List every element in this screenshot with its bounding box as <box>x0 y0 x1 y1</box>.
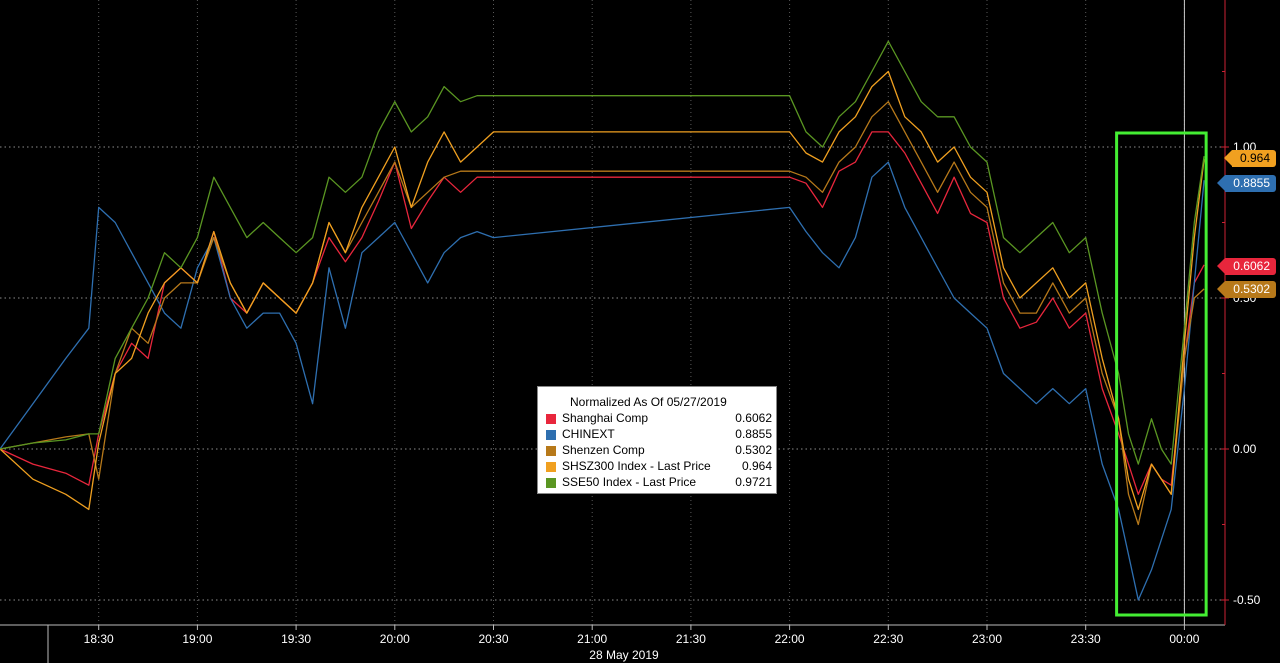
x-tick-label: 21:30 <box>676 632 706 646</box>
x-tick-label: 23:30 <box>1071 632 1101 646</box>
legend-item: SHSZ300 Index - Last Price 0.964 <box>546 459 772 475</box>
last-value-badge: 0.964 <box>1223 150 1276 167</box>
x-tick-label: 20:00 <box>380 632 410 646</box>
legend-item-name: Shenzen Comp <box>562 443 645 457</box>
legend-item-value: 0.6062 <box>735 411 772 425</box>
last-value-badge: 0.8855 <box>1217 175 1276 192</box>
legend-item-value: 0.9721 <box>735 475 772 489</box>
legend-item-name: SHSZ300 Index - Last Price <box>562 459 711 473</box>
x-tick-label: 22:30 <box>873 632 903 646</box>
legend-swatch <box>546 414 556 424</box>
x-axis: 18:30 19:00 19:30 20:00 20:30 21:00 21:30 22:00… <box>0 624 1225 663</box>
x-tick-label: 19:00 <box>182 632 212 646</box>
x-tick-label: 18:30 <box>84 632 114 646</box>
x-tick-label: 20:30 <box>478 632 508 646</box>
legend-item: SSE50 Index - Last Price 0.9721 <box>546 475 772 491</box>
last-value-badge: 0.5302 <box>1217 281 1276 298</box>
x-tick-label: 19:30 <box>281 632 311 646</box>
series-lines <box>0 40 1205 601</box>
legend-item: CHINEXT 0.8855 <box>546 427 772 443</box>
x-tick-label: 23:00 <box>972 632 1002 646</box>
highlight-rectangle <box>1115 131 1208 617</box>
y-axis: 1.000.500.00-0.50 <box>1221 0 1261 625</box>
legend-item: Shenzen Comp 0.5302 <box>546 443 772 459</box>
series-line-sse50-index-last-price <box>0 40 1205 465</box>
highlight-box <box>1115 131 1208 617</box>
legend-item-name: CHINEXT <box>562 427 615 441</box>
legend-item-value: 0.8855 <box>735 427 772 441</box>
legend-swatch <box>546 478 556 488</box>
x-tick-label: 22:00 <box>775 632 805 646</box>
legend-item: Shanghai Comp 0.6062 <box>546 411 772 427</box>
y-tick-label: 0.00 <box>1233 442 1257 456</box>
series-line-shsz300-index-last-price <box>0 70 1205 511</box>
y-tick-label: -0.50 <box>1233 593 1261 607</box>
legend-swatch <box>546 446 556 456</box>
x-tick-label: 21:00 <box>577 632 607 646</box>
legend-item-name: Shanghai Comp <box>562 411 649 425</box>
series-line-chinext <box>0 161 1205 601</box>
x-axis-label: 28 May 2019 <box>589 648 659 662</box>
legend-item-value: 0.5302 <box>735 443 772 457</box>
last-value-badge: 0.6062 <box>1217 258 1276 275</box>
legend-item-value: 0.964 <box>741 459 772 473</box>
legend-swatch <box>546 430 556 440</box>
x-tick-label: 00:00 <box>1169 632 1199 646</box>
legend-item-name: SSE50 Index - Last Price <box>562 475 697 489</box>
legend-swatch <box>546 462 556 472</box>
series-line-shenzen-comp <box>0 101 1205 526</box>
legend-title: Normalized As Of 05/27/2019 <box>570 395 727 409</box>
legend: Normalized As Of 05/27/2019 Shanghai Com… <box>537 386 777 494</box>
grid <box>0 0 1225 625</box>
